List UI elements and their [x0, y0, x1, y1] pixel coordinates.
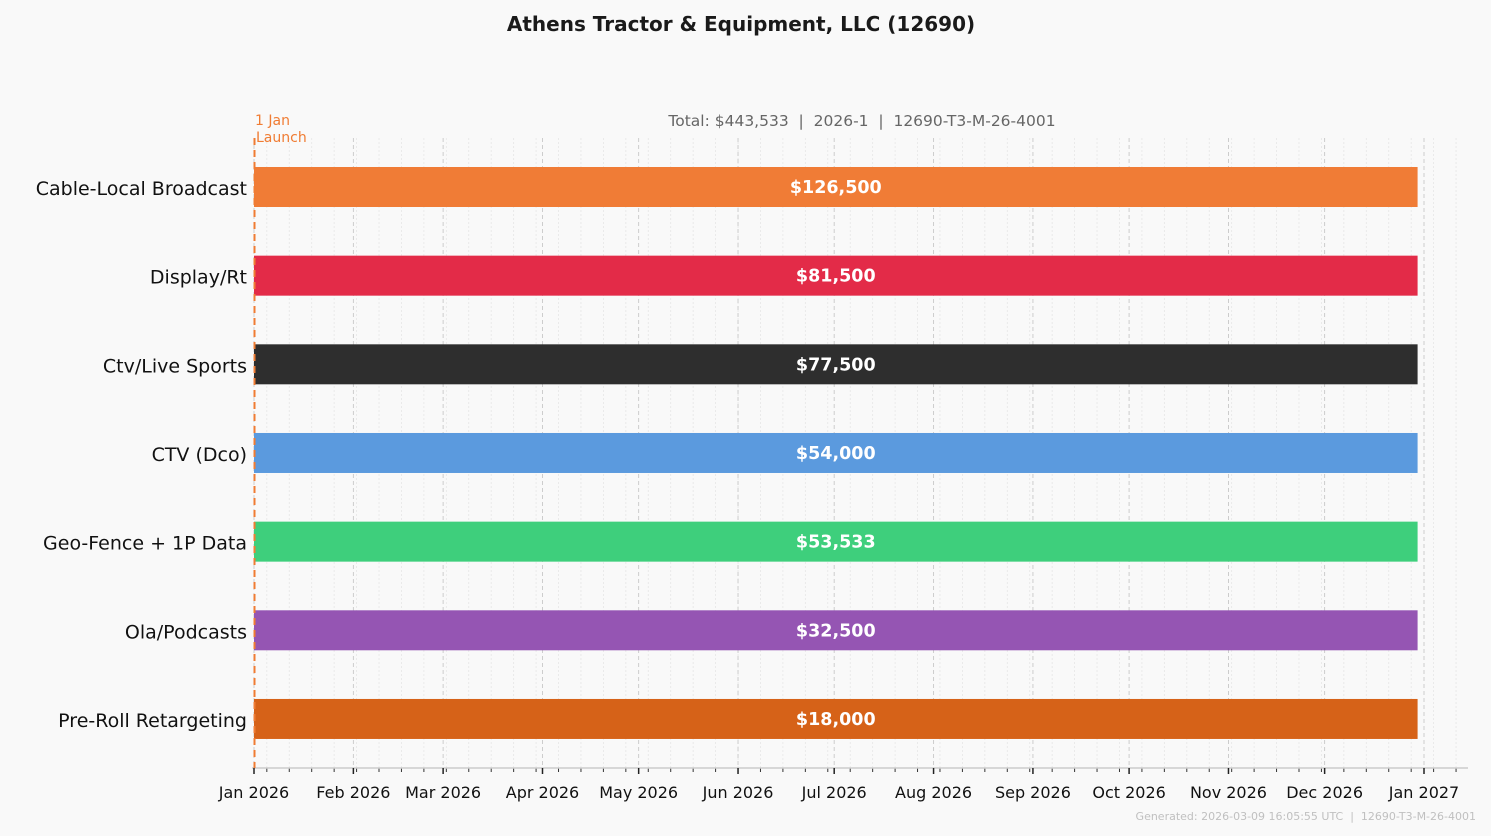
bar-value-label: $81,500: [796, 267, 876, 287]
x-tick-label: Oct 2026: [1092, 783, 1165, 802]
y-tick-label: Ctv/Live Sports: [103, 355, 247, 377]
x-tick-label: Feb 2026: [316, 783, 390, 802]
bar-value-label: $77,500: [796, 355, 876, 375]
y-tick-label: Geo-Fence + 1P Data: [43, 533, 247, 555]
x-tick-label: Sep 2026: [995, 783, 1071, 802]
bar: [254, 167, 1418, 207]
bar-value-label: $18,000: [796, 710, 876, 730]
x-tick-label: Jun 2026: [702, 783, 774, 802]
bar: [254, 255, 1418, 296]
x-tick-label: Jan 2026: [218, 783, 289, 802]
bar-value-label: $126,500: [790, 178, 882, 198]
x-tick-label: Aug 2026: [895, 783, 972, 802]
x-tick-label: Dec 2026: [1286, 783, 1363, 802]
y-tick-label: Display/Rt: [150, 267, 247, 289]
bar: [254, 344, 1418, 385]
y-tick-label: CTV (Dco): [152, 444, 247, 466]
bar-value-label: $53,533: [796, 533, 876, 553]
bar: [254, 698, 1418, 739]
bar-value-label: $32,500: [796, 621, 876, 641]
x-tick-label: Jul 2026: [801, 783, 867, 802]
x-axis: Jan 2026 Feb 2026 Mar 2026 Apr 2026 May 2026…: [218, 767, 1468, 802]
launch-marker-label: Launch: [256, 130, 307, 146]
bar-value-label: $54,000: [796, 444, 876, 464]
x-tick-label: May 2026: [599, 783, 678, 802]
x-tick-label: Apr 2026: [506, 783, 579, 802]
y-tick-label: Pre-Roll Retargeting: [58, 710, 247, 732]
x-tick-label: Mar 2026: [405, 783, 481, 802]
chart-title: Athens Tractor & Equipment, LLC (12690): [507, 12, 975, 36]
bar: [254, 521, 1418, 562]
bar: [254, 610, 1418, 651]
x-tick-label: Jan 2027: [1388, 783, 1459, 802]
chart-subtitle: Total: $443,533 | 2026-1 | 12690-T3-M-26…: [667, 112, 1055, 130]
y-tick-label: Ola/Podcasts: [125, 621, 247, 643]
y-tick-label: Cable-Local Broadcast: [36, 178, 247, 200]
launch-marker-date: 1 Jan: [255, 113, 290, 129]
bars: $126,500 Cable-Local Broadcast $81,500 Disp…: [36, 167, 1418, 739]
x-tick-label: Nov 2026: [1190, 783, 1267, 802]
grid: [253, 138, 1457, 768]
bar: [254, 432, 1418, 473]
footer-text: Generated: 2026-03-09 16:05:55 UTC | 126…: [1136, 810, 1476, 823]
